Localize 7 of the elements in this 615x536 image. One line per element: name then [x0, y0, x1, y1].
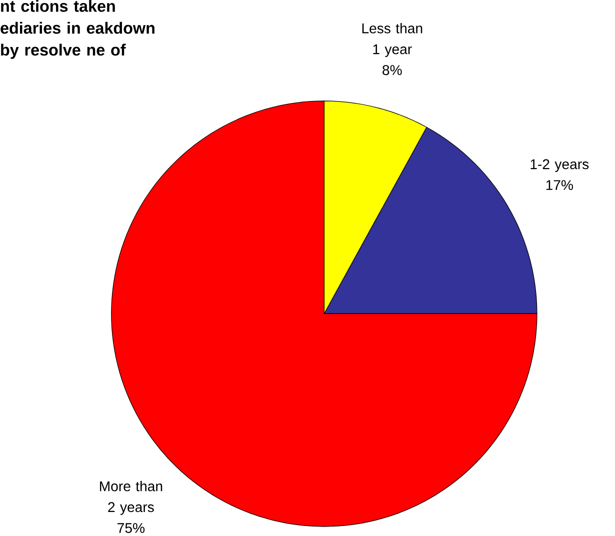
slice-label: 1-2 years	[530, 159, 589, 172]
data-label: 75%	[118, 522, 145, 533]
data-label: 8%	[382, 64, 402, 75]
chart-title: nt ctions taken ediaries in eakdown by resolve ne of	[0, 0, 154, 59]
data-label: 17%	[546, 180, 573, 190]
slice-label: More than 2 years	[100, 480, 162, 515]
slice-label: Less than 1 year	[362, 22, 422, 57]
